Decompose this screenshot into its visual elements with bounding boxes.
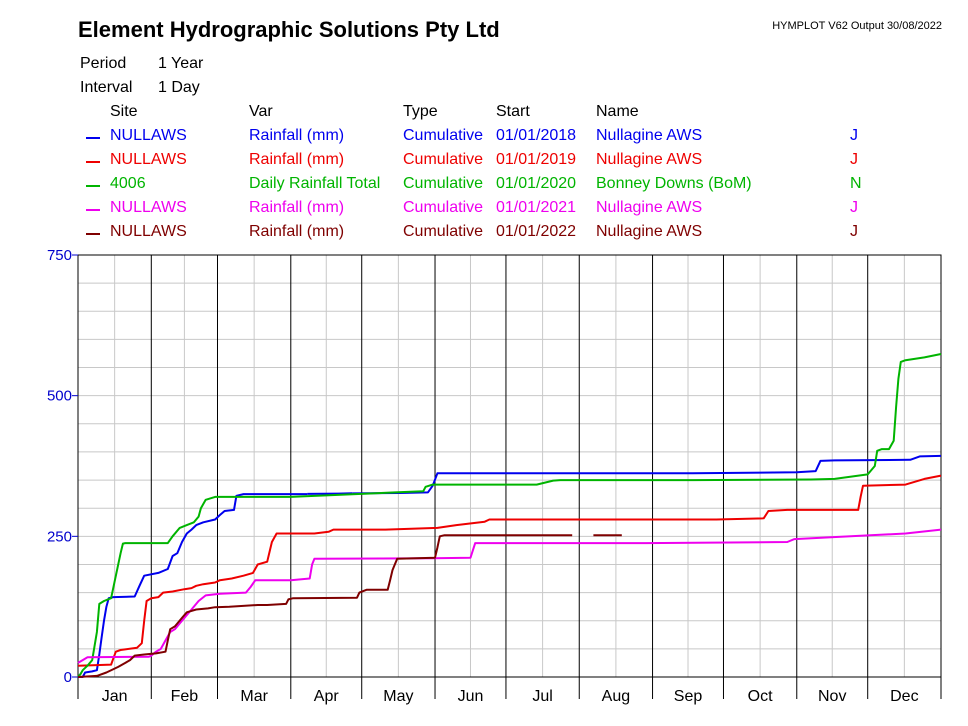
period-value: 1 Year (158, 55, 204, 72)
interval-row: Interval 1 Day (80, 79, 200, 97)
legend-row: NULLAWS Rainfall (mm) Cumulative 01/01/2022… (0, 221, 960, 245)
legend-var: Rainfall (mm) (249, 151, 345, 168)
legend-type: Cumulative (403, 151, 484, 168)
x-tick-label: Jun (458, 688, 484, 705)
plot-frame (77, 254, 942, 678)
interval-value: 1 Day (158, 79, 200, 96)
period-label: Period (80, 55, 127, 72)
legend-start: 01/01/2019 (496, 151, 577, 168)
legend-var: Rainfall (mm) (249, 223, 345, 240)
x-tick-label: Jul (532, 688, 552, 705)
legend-line-swatch (86, 137, 100, 139)
legend-type: Cumulative (403, 223, 484, 240)
legend-start: 01/01/2020 (496, 175, 577, 192)
legend-var: Rainfall (mm) (249, 127, 345, 144)
x-tick-label: Nov (818, 688, 846, 705)
legend-site: NULLAWS (110, 127, 187, 144)
legend-flag: J (850, 223, 858, 240)
y-tick-label: 750 (47, 247, 72, 264)
legend-type: Cumulative (403, 127, 484, 144)
legend-row: NULLAWS Rainfall (mm) Cumulative 01/01/2018… (0, 125, 960, 149)
legend-start: 01/01/2018 (496, 127, 577, 144)
x-tick-label: Dec (890, 688, 918, 705)
legend-start: 01/01/2021 (496, 199, 577, 216)
legend-name: Nullagine AWS (596, 199, 703, 216)
legend-row: 4006 Daily Rainfall Total Cumulative 01/01/… (0, 173, 960, 197)
legend-flag: J (850, 151, 858, 168)
x-tick-label: Aug (602, 688, 630, 705)
series-line (352, 454, 942, 495)
legend-header-start: Start (496, 103, 530, 120)
period-row: Period 1 Year (80, 55, 203, 73)
legend-header-type: Type (403, 103, 438, 120)
legend-flag: J (850, 199, 858, 216)
legend-var: Rainfall (mm) (249, 199, 345, 216)
legend-line-swatch (86, 209, 100, 211)
legend-start: 01/01/2022 (496, 223, 577, 240)
x-tick-label: Oct (748, 688, 773, 705)
legend-site: NULLAWS (110, 199, 187, 216)
legend-row: NULLAWS Rainfall (mm) Cumulative 01/01/2021… (0, 197, 960, 221)
legend-name: Nullagine AWS (596, 223, 703, 240)
legend-site: 4006 (110, 175, 146, 192)
series-line (77, 534, 573, 678)
interval-label: Interval (80, 79, 133, 96)
legend-line-swatch (86, 233, 100, 235)
x-tick-label: Jan (102, 688, 128, 705)
x-tick-label: Mar (240, 688, 268, 705)
legend-header-name: Name (596, 103, 639, 120)
legend-header: Site Var Type Start Name (0, 101, 960, 125)
legend-header-site: Site (110, 103, 138, 120)
legend-flag: N (850, 175, 862, 192)
legend-name: Bonney Downs (BoM) (596, 175, 752, 192)
legend-var: Daily Rainfall Total (249, 175, 381, 192)
legend-site: NULLAWS (110, 223, 187, 240)
y-tick-label: 0 (64, 669, 72, 686)
series-line (77, 353, 942, 678)
x-tick-label: Feb (171, 688, 199, 705)
x-tick-label: Apr (314, 688, 340, 705)
series-line (77, 528, 942, 664)
legend-type: Cumulative (403, 175, 484, 192)
legend-type: Cumulative (403, 199, 484, 216)
series-line (77, 474, 942, 667)
x-tick-label: Sep (674, 688, 703, 705)
x-tick-label: May (383, 688, 413, 705)
legend-name: Nullagine AWS (596, 127, 703, 144)
legend-name: Nullagine AWS (596, 151, 703, 168)
output-info: HYMPLOT V62 Output 30/08/2022 (772, 20, 942, 32)
legend-line-swatch (86, 185, 100, 187)
legend-row: NULLAWS Rainfall (mm) Cumulative 01/01/2019… (0, 149, 960, 173)
company-title: Element Hydrographic Solutions Pty Ltd (78, 17, 500, 42)
y-tick-label: 250 (47, 528, 72, 545)
legend-line-swatch (86, 161, 100, 163)
legend-header-var: Var (249, 103, 273, 120)
series-line (307, 492, 353, 495)
legend-flag: J (850, 127, 858, 144)
legend-site: NULLAWS (110, 151, 187, 168)
series-line (78, 493, 308, 678)
y-tick-label: 500 (47, 388, 72, 405)
